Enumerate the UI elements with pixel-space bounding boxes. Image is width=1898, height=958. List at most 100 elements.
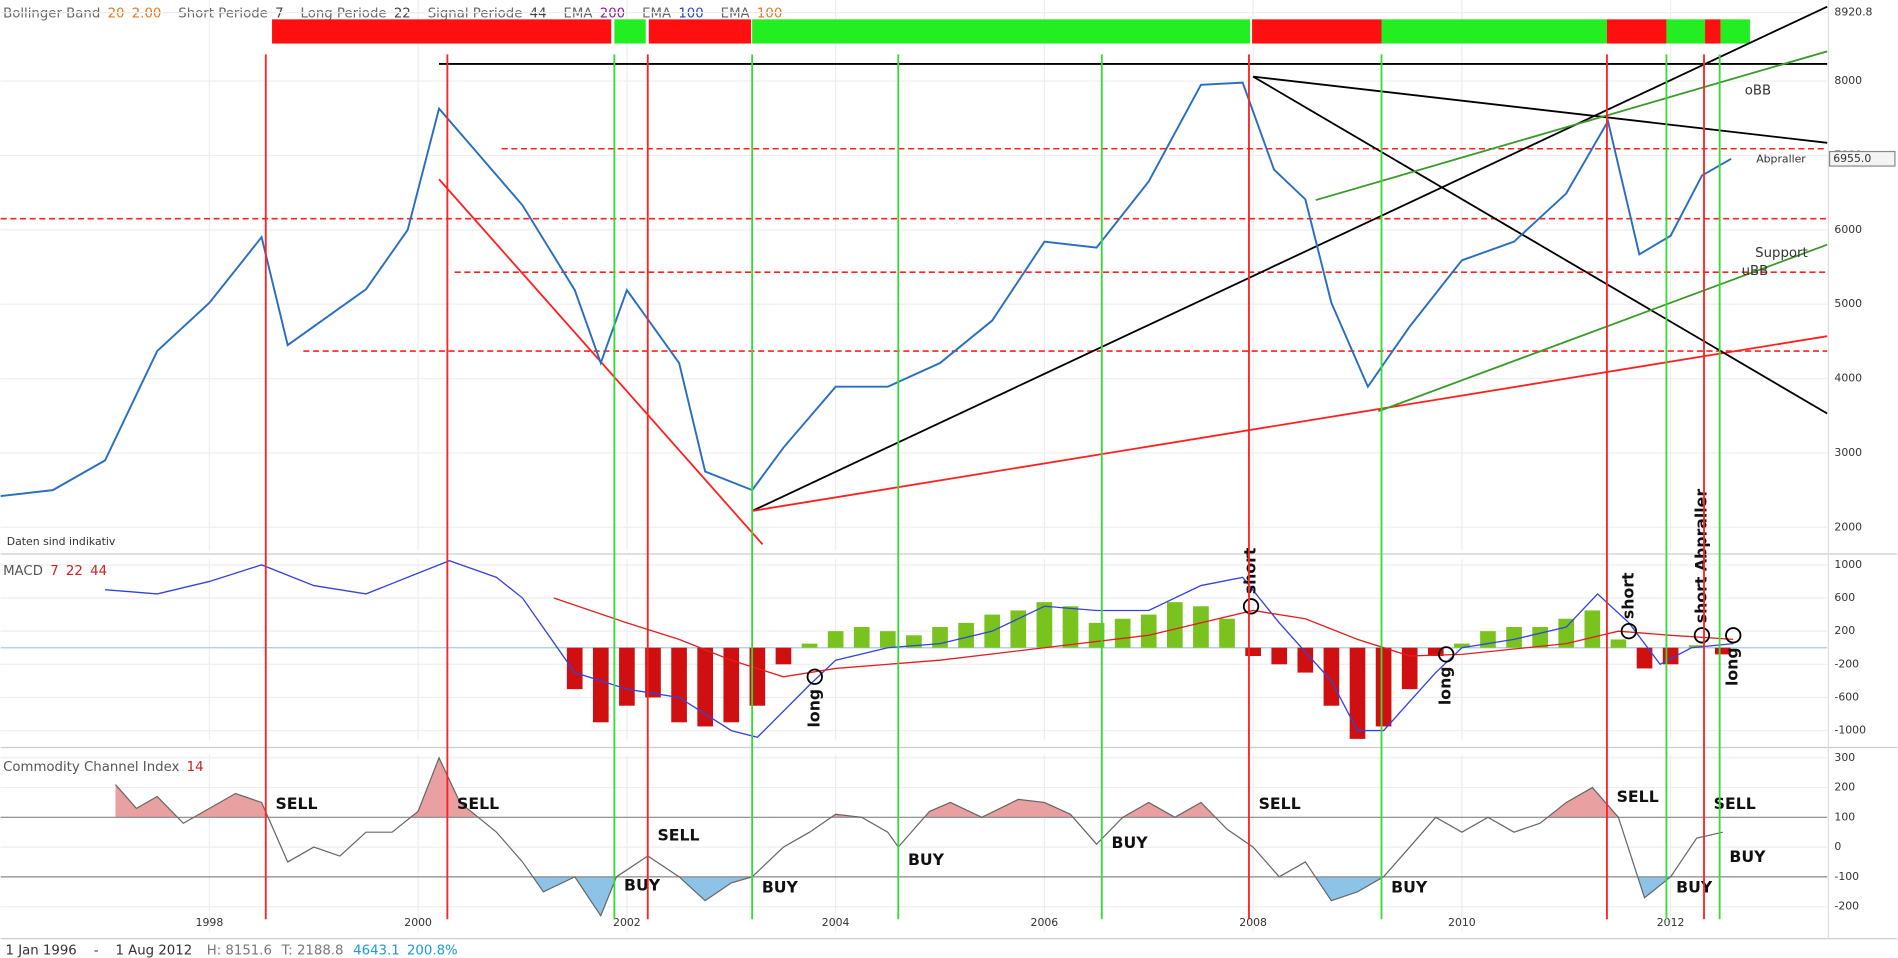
legend-name: Bollinger Band [3,6,100,21]
signal-regime [752,19,1250,44]
signal-label: BUY [1729,847,1766,866]
histogram-bar [1193,606,1209,648]
signal-label: short Abpraller [1691,489,1710,624]
histogram-bar [566,647,583,690]
x-tick-label: 2004 [822,916,850,929]
histogram-bar [1688,645,1705,648]
x-tick-label: 2010 [1448,916,1476,929]
histogram-bar [1349,647,1366,739]
x-tick-label: 2000 [404,916,432,929]
y-tick-label: 0 [1834,840,1841,853]
overbought-fill [115,757,1723,818]
trendline [751,5,1828,512]
annotation: Support [1755,246,1808,261]
legend-name: EMA [721,6,750,21]
legend-param: 7 [275,6,283,21]
histogram-bar [1375,647,1392,727]
signal-label: BUY [1676,878,1713,897]
histogram-bar [880,631,896,648]
footer-low: T: 2188.8 [281,944,344,958]
footer-change: 4643.1 [353,944,400,958]
histogram-bar [645,647,661,698]
legend-name: EMA [642,6,671,21]
note: Daten sind indikativ [7,535,116,548]
histogram-bar [1114,618,1131,648]
y-tick-label: 6000 [1834,223,1862,236]
histogram-bar [723,647,740,723]
legend-name: Signal Periode [428,6,523,21]
x-tick-label: 2008 [1239,916,1267,929]
signal-circle [1438,646,1455,663]
histogram-bar [1584,610,1601,648]
y-tick-label: 8920.8 [1834,6,1872,19]
histogram-bar [1140,614,1157,648]
histogram-bar [1532,627,1548,648]
y-tick-label: 4000 [1834,372,1862,385]
signal-regime [1666,19,1706,44]
y-tick-label: 300 [1834,751,1855,764]
histogram-bar [1401,647,1418,690]
footer-sep: - [94,944,99,958]
histogram-bar [1167,602,1183,648]
legend-param: 44 [530,6,547,21]
y-tick-label: 2000 [1834,520,1862,533]
y-tick-label: 8000 [1834,74,1862,87]
signal-label: BUY [624,875,661,894]
y-tick-label: 5000 [1834,297,1862,310]
histogram-bar [906,635,922,648]
signal-label: BUY [762,878,799,897]
panel-title-name: Commodity Channel Index [3,760,179,775]
trendline [1252,75,1828,415]
histogram-bar [1271,647,1288,665]
histogram-bar [775,647,792,665]
signal-label: long [1436,666,1455,705]
histogram-bar [1323,647,1340,706]
histogram-bar [1454,643,1470,648]
footer-change-pct: 200.8% [407,944,458,958]
trendline [1253,75,1828,144]
x-tick-label: 2002 [613,916,641,929]
histogram-bar [827,631,844,648]
histogram-bar [958,622,974,648]
histogram-bar [1427,647,1444,657]
histogram-bar [853,627,870,648]
trendline [1378,243,1828,413]
histogram-bar [1297,647,1314,673]
y-tick-label: -200 [1834,657,1859,670]
signal-label: SELL [657,826,699,845]
histogram-bar [1062,606,1079,648]
signal-regime [1720,19,1750,44]
legend-param: 22 [394,6,411,21]
histogram-bar [1245,647,1261,657]
panel-title: MACD 7 22 44 [3,564,107,579]
histogram-bar [619,647,635,706]
signal-circle [1693,627,1711,644]
signal-regime [272,19,612,44]
histogram-bar [1219,618,1235,648]
footer-end: 1 Aug 2012 [115,944,192,958]
macd-line [553,597,1734,678]
signal-label: BUY [1391,878,1428,897]
panel-param: 44 [90,564,107,579]
y-tick-label: -100 [1834,870,1859,883]
signal-regime [648,19,752,44]
y-tick-label: 200 [1834,781,1855,794]
histogram-bar [1558,618,1575,648]
y-tick-label: 1000 [1834,558,1862,571]
macd-line [105,560,1734,738]
annotation: Abpraller [1756,153,1806,166]
panel-title: Commodity Channel Index 14 [3,760,204,775]
histogram-bar [592,647,609,723]
legend-name: Short Periode [178,6,268,21]
signal-circle [1620,622,1638,640]
legend: Bollinger Band 20 2.00 Short Periode 7 Long P… [3,6,782,21]
legend-name: Long Periode [301,6,387,21]
x-tick-label: 2012 [1657,916,1685,929]
x-tick-label: 2006 [1031,916,1059,929]
histogram-bar [1480,631,1496,648]
x-tick-label: 1998 [196,916,224,929]
last-value-box [1828,150,1896,167]
histogram-bar [1714,647,1731,655]
signal-circle [806,668,823,685]
